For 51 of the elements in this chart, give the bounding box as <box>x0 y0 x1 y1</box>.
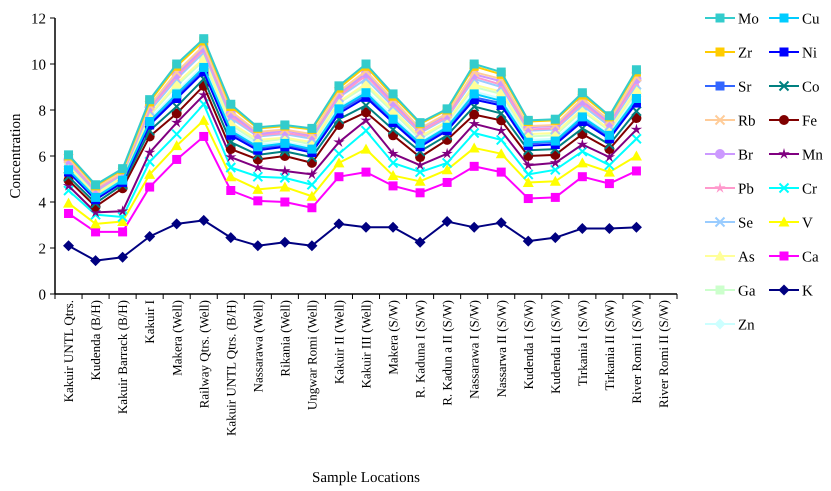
x-tick-label: Kakuir UNTL Qtrs. (B/H) <box>223 300 238 436</box>
x-tick-label: Ungwar Romi (Well) <box>304 300 320 410</box>
x-tick-label: Makera (Well) <box>169 300 184 376</box>
y-tick-label: 8 <box>38 103 46 120</box>
legend-label: Br <box>738 147 754 164</box>
y-tick-label: 2 <box>38 241 46 258</box>
legend-label: Pb <box>738 181 754 198</box>
x-tick-label: Kudenda I (S/W) <box>520 300 536 390</box>
legend-label: Sr <box>738 79 752 96</box>
legend-label: Cu <box>802 11 820 28</box>
x-tick-label: Kudenda (B/H) <box>88 300 104 381</box>
legend-label: Ca <box>802 249 820 266</box>
x-tick-label: Nassarawa (Well) <box>250 300 266 392</box>
legend-label: Zn <box>738 317 756 334</box>
legend-label: Fe <box>802 113 818 130</box>
y-tick-label: 10 <box>31 57 46 74</box>
x-tick-label: Nassarawa I (S/W) <box>466 300 482 399</box>
x-tick-label: Kakuir Barrack (B/H) <box>115 300 130 414</box>
x-tick-label: Kakuir II (Well) <box>332 300 347 384</box>
x-tick-label: River Romi I (S/W) <box>628 300 644 404</box>
x-tick-label: Kakuir UNTL Qtrs. <box>61 300 76 402</box>
y-tick-label: 6 <box>38 149 46 166</box>
x-tick-label: Kakuir III (Well) <box>358 300 374 388</box>
legend-label: Zr <box>738 45 752 62</box>
x-tick-label: River Romi II (S/W) <box>656 300 672 408</box>
legend-label: Mo <box>738 11 759 28</box>
x-tick-label: Tirkania I (S/W) <box>574 300 590 386</box>
legend-label: Ni <box>802 45 817 62</box>
legend-label: K <box>802 283 813 300</box>
y-tick-label: 4 <box>38 195 46 212</box>
y-tick-label: 0 <box>38 287 46 304</box>
y-tick-label: 12 <box>31 11 46 28</box>
x-tick-label: Kudenda II (S/W) <box>548 300 563 394</box>
legend-label: Mn <box>802 147 824 164</box>
legend-label: Ga <box>738 283 756 300</box>
legend-label: Se <box>738 215 754 232</box>
x-tick-label: R. Kadun a II (S/W) <box>440 300 455 406</box>
x-tick-label: R. Kaduna I (S/W) <box>412 300 428 398</box>
x-tick-label: Tirkania II (S/W) <box>602 300 617 391</box>
legend-label: V <box>802 215 813 232</box>
x-tick-label: Makera (S/W) <box>386 300 401 375</box>
x-axis-title: Sample Locations <box>312 470 420 486</box>
x-tick-label: Rikania (Well) <box>277 300 292 377</box>
y-axis-title: Concentration <box>8 113 24 198</box>
legend-label: Co <box>802 79 820 96</box>
x-tick-label: Nassarwa II (S/W) <box>494 300 509 398</box>
x-tick-label: Kakuir I <box>142 300 158 344</box>
legend-label: Rb <box>738 113 756 130</box>
legend-label: Cr <box>802 181 818 198</box>
x-tick-label: Railway Qtrs. (Well) <box>196 300 212 408</box>
legend-label: As <box>738 249 755 266</box>
